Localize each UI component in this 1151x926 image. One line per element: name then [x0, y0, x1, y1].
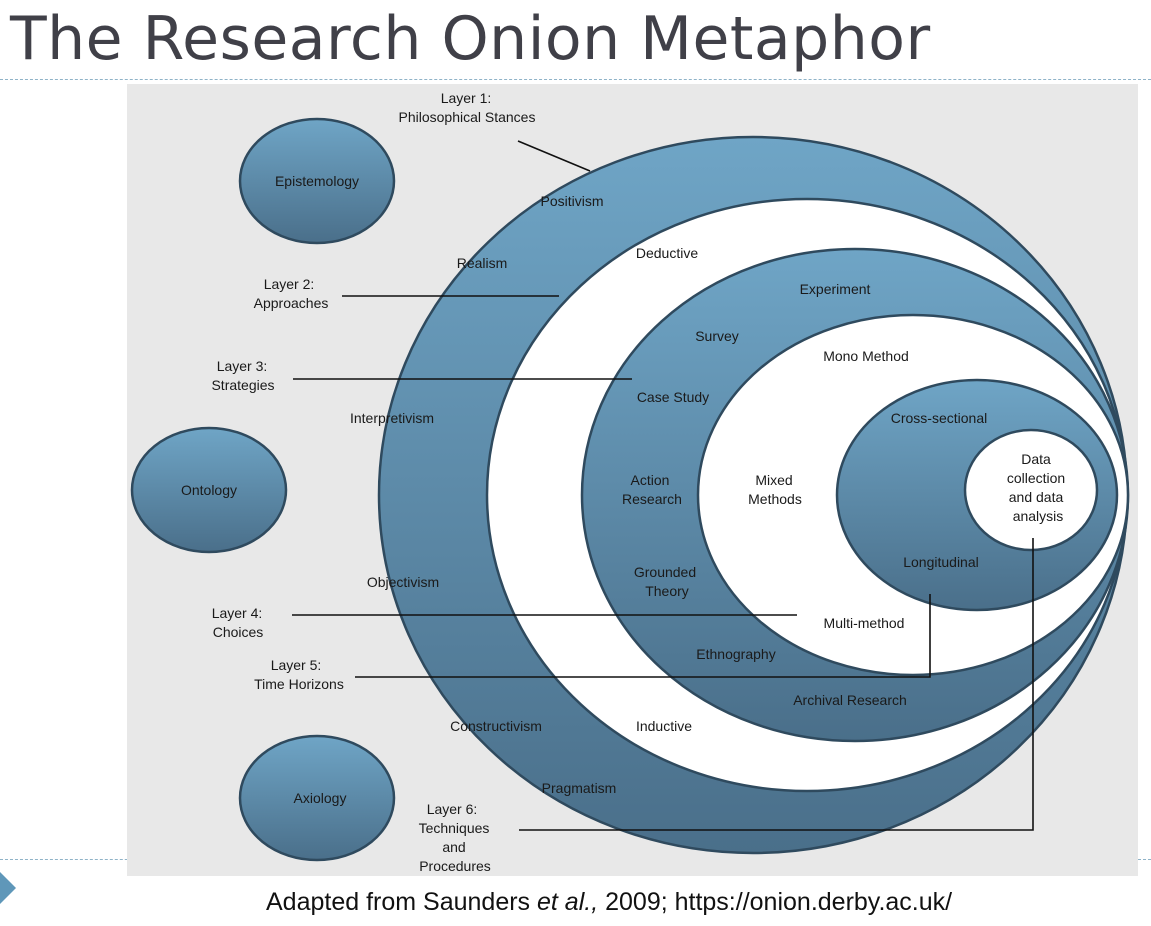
- layer3-number: Layer 3:: [217, 358, 268, 374]
- caption-italic: et al.,: [537, 888, 599, 916]
- research-onion-diagram: Epistemology Ontology Axiology Layer 1: …: [127, 84, 1138, 876]
- epistemology-bubble: [238, 117, 396, 245]
- caption-prefix: Adapted from Saunders: [266, 888, 537, 916]
- objectivism-label: Objectivism: [367, 574, 439, 590]
- layer6-line2: Techniques: [419, 820, 490, 836]
- inductive-label: Inductive: [636, 718, 692, 734]
- longitudinal-label: Longitudinal: [903, 554, 979, 570]
- mono-method-label: Mono Method: [823, 348, 909, 364]
- onion-svg: Epistemology Ontology Axiology Layer 1: …: [130, 90, 1130, 874]
- axiology-bubble: [238, 734, 396, 862]
- ontology-bubble: [130, 426, 288, 554]
- leader-layer5: [355, 594, 931, 678]
- ethnography-label: Ethnography: [696, 646, 775, 662]
- caption-suffix: 2009; https://onion.derby.ac.uk/: [598, 888, 953, 916]
- case-study-label: Case Study: [637, 389, 709, 405]
- leader-layer1: [517, 140, 591, 172]
- top-divider: [0, 79, 1151, 80]
- deductive-label: Deductive: [636, 245, 698, 261]
- epistemology-label: Epistemology: [275, 173, 359, 189]
- leader-layer6: [519, 538, 1034, 831]
- positivism-label: Positivism: [540, 193, 603, 209]
- page-title: The Research Onion Metaphor: [10, 4, 931, 74]
- layer2-number: Layer 2:: [264, 276, 315, 292]
- layer2-name: Approaches: [254, 295, 329, 311]
- core-line3: and data: [1009, 489, 1064, 505]
- layer5-name: Time Horizons: [254, 676, 344, 692]
- layer4-name: Choices: [213, 624, 264, 640]
- grounded-theory-line1: Grounded: [634, 564, 696, 580]
- core-line2: collection: [1007, 470, 1065, 486]
- survey-label: Survey: [695, 328, 739, 344]
- layer3-name: Strategies: [211, 377, 274, 393]
- core-line1: Data: [1021, 451, 1051, 467]
- archival-research-label: Archival Research: [793, 692, 907, 708]
- layer6-line3: and: [442, 839, 465, 855]
- layer1-number: Layer 1:: [441, 90, 492, 106]
- axiology-label: Axiology: [294, 790, 347, 806]
- core-line4: analysis: [1013, 508, 1064, 524]
- mixed-methods-line1: Mixed: [755, 472, 792, 488]
- ring-core: [963, 428, 1099, 552]
- ontology-label: Ontology: [181, 482, 237, 498]
- layer4-number: Layer 4:: [212, 605, 263, 621]
- action-research-line2: Research: [622, 491, 682, 507]
- action-research-line1: Action: [631, 472, 670, 488]
- source-caption: Adapted from Saunders et al., 2009; http…: [266, 888, 952, 917]
- layer5-number: Layer 5:: [271, 657, 322, 673]
- interpretivism-label: Interpretivism: [350, 410, 434, 426]
- layer1-name: Philosophical Stances: [399, 109, 536, 125]
- mixed-methods-line2: Methods: [748, 491, 802, 507]
- realism-label: Realism: [457, 255, 508, 271]
- layer6-line4: Procedures: [419, 858, 491, 874]
- bullet-arrow-icon: [0, 872, 16, 904]
- pragmatism-label: Pragmatism: [542, 780, 617, 796]
- grounded-theory-line2: Theory: [645, 583, 689, 599]
- constructivism-label: Constructivism: [450, 718, 542, 734]
- experiment-label: Experiment: [800, 281, 871, 297]
- layer6-number: Layer 6:: [427, 801, 478, 817]
- multi-method-label: Multi-method: [824, 615, 905, 631]
- cross-sectional-label: Cross-sectional: [891, 410, 987, 426]
